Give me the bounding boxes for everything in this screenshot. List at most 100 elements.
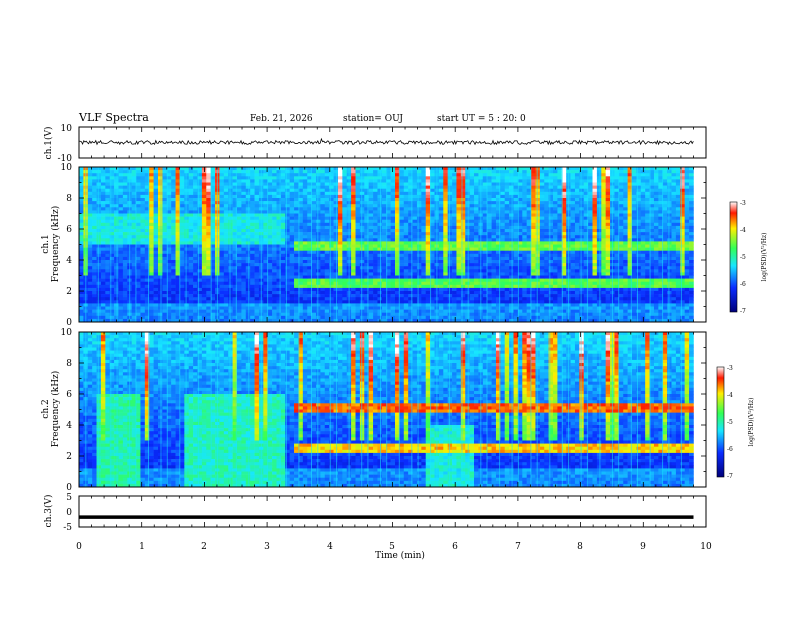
- spectrogram-cell: [491, 204, 497, 208]
- spectrogram-cell: [201, 281, 207, 286]
- spectrogram-cell: [324, 213, 330, 217]
- spectrogram-cell: [355, 291, 361, 295]
- spectrogram-cell: [395, 291, 400, 295]
- spectrogram-cell: [250, 281, 255, 286]
- spectrogram-cell: [153, 176, 159, 180]
- spectrogram-cell: [307, 272, 312, 276]
- spectrogram-cell: [263, 167, 269, 171]
- spectrogram-cell: [171, 275, 176, 279]
- spectrogram-cell: [368, 210, 374, 214]
- spectrogram-cell: [333, 256, 339, 261]
- spectrogram-cell: [447, 210, 453, 214]
- spectrogram-cell: [254, 287, 260, 292]
- spectrogram-cell: [311, 188, 317, 193]
- spectrogram-cell: [219, 182, 225, 186]
- spectrogram-cell: [298, 263, 304, 267]
- spectrogram-cell: [412, 188, 418, 193]
- spectrogram-cell: [355, 250, 361, 255]
- spectrogram-cell: [294, 241, 299, 245]
- spectrogram-cell: [359, 291, 365, 295]
- spectrogram-cell: [399, 167, 405, 171]
- spectrogram-cell: [390, 266, 396, 270]
- spectrogram-cell: [381, 232, 387, 236]
- spectrogram-cell: [285, 173, 290, 177]
- spectrogram-cell: [245, 213, 251, 217]
- spectrogram-cell: [158, 210, 163, 214]
- spectrogram-cell: [92, 210, 97, 214]
- spectrogram-cell: [316, 250, 321, 255]
- spectrogram-cell: [469, 204, 475, 208]
- spectrogram-cell: [171, 213, 176, 217]
- spectrogram-cell: [105, 266, 111, 270]
- spectrogram-cell: [118, 291, 124, 295]
- spectrogram-cell: [153, 225, 159, 230]
- spectrogram-cell: [324, 278, 330, 282]
- spectrogram-cell: [166, 275, 172, 279]
- spectrogram-cell: [408, 235, 413, 239]
- spectrogram-cell: [504, 247, 510, 251]
- spectrogram-cell: [250, 241, 255, 245]
- spectrogram-cell: [351, 266, 356, 270]
- spectrogram-cell: [482, 216, 488, 220]
- spectrogram-cell: [197, 207, 203, 211]
- spectrogram-cell: [175, 278, 181, 282]
- spectrogram-cell: [469, 198, 475, 202]
- spectrogram-cell: [460, 216, 466, 220]
- spectrogram-cell: [223, 241, 229, 245]
- spectrogram-cell: [351, 179, 356, 183]
- spectrogram-cell: [188, 250, 194, 255]
- spectrogram-cell: [184, 315, 190, 320]
- spectrogram-cell: [92, 219, 97, 224]
- spectrogram-cell: [193, 235, 198, 239]
- spectrogram-cell: [329, 297, 334, 301]
- spectrogram-cell: [482, 225, 488, 230]
- spectrogram-cell: [469, 188, 475, 193]
- spectrogram-cell: [337, 232, 343, 236]
- spectrogram-cell: [171, 312, 176, 317]
- spectrogram-cell: [92, 198, 97, 202]
- spectrogram-cell: [460, 263, 466, 267]
- spectrogram-cell: [302, 275, 308, 279]
- spectrogram-cell: [307, 176, 312, 180]
- spectrogram-cell: [237, 188, 242, 193]
- spectrogram-cell: [100, 278, 106, 282]
- spectrogram-cell: [87, 176, 93, 180]
- spectrogram-cell: [509, 294, 514, 298]
- spectrogram-cell: [438, 229, 444, 233]
- spectrogram-cell: [136, 201, 141, 205]
- spectrogram-cell: [166, 235, 172, 239]
- spectrogram-cell: [289, 232, 295, 236]
- spectrogram-cell: [316, 232, 321, 236]
- spectrogram-cell: [153, 256, 159, 261]
- spectrogram-cell: [289, 210, 295, 214]
- spectrogram-cell: [342, 188, 348, 193]
- spectrogram-cell: [267, 170, 273, 174]
- spectrogram-cell: [140, 263, 146, 267]
- spectrogram-cell: [149, 241, 154, 245]
- spectrogram-cell: [500, 297, 506, 301]
- spectrogram-cell: [131, 297, 137, 301]
- spectrogram-cell: [320, 281, 326, 286]
- spectrogram-cell: [390, 275, 396, 279]
- spectrogram-cell: [399, 241, 405, 245]
- spectrogram-cell: [193, 294, 198, 298]
- spectrogram-cell: [487, 272, 492, 276]
- spectrogram-cell: [412, 306, 418, 310]
- spectrogram-cell: [364, 167, 369, 171]
- spectrogram-cell: [105, 272, 111, 276]
- spectrogram-cell: [430, 216, 435, 220]
- spectrogram-cell: [504, 272, 510, 276]
- spectrogram-cell: [294, 275, 299, 279]
- spectrogram-cell: [474, 185, 479, 189]
- spectrogram-cell: [109, 256, 115, 261]
- spectrogram-cell: [188, 225, 194, 230]
- spectrogram-cell: [92, 269, 97, 273]
- spectrogram-cell: [307, 297, 312, 301]
- spectrogram-cell: [416, 309, 422, 313]
- spectrogram-cell: [509, 235, 514, 239]
- spectrogram-cell: [280, 306, 286, 310]
- spectrogram-cell: [430, 266, 435, 270]
- spectrogram-cell: [491, 232, 497, 236]
- spectrogram-cell: [122, 284, 128, 289]
- spectrogram-cell: [487, 312, 492, 317]
